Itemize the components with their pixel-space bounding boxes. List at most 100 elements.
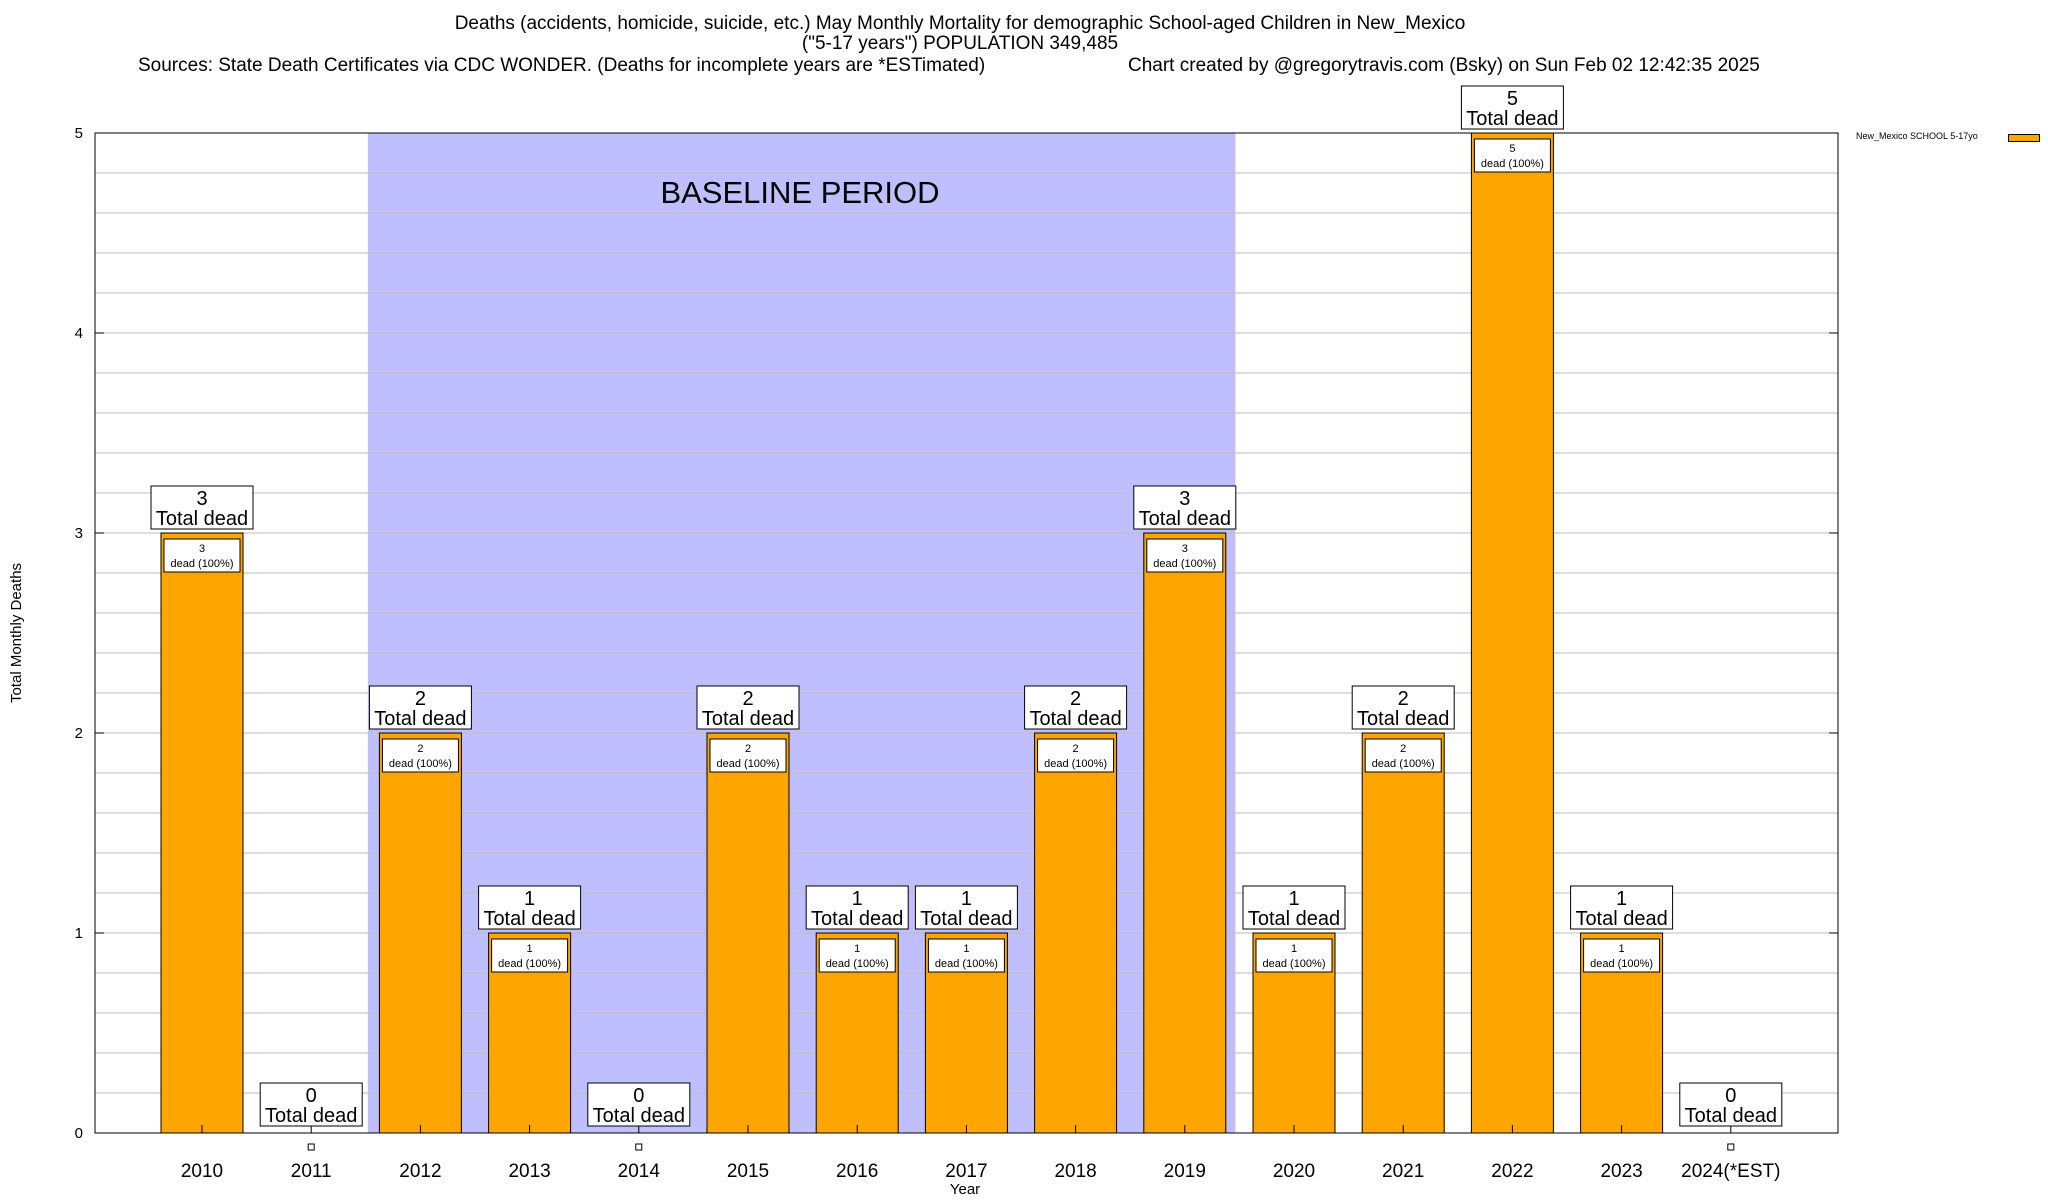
bar xyxy=(1143,532,1227,1134)
bar-inner-label-box xyxy=(1364,738,1442,773)
x-tick-label: 2018 xyxy=(1054,1161,1096,1182)
total-label-box xyxy=(478,885,582,930)
bar-inner-count: 1 xyxy=(1291,943,1297,955)
bar-inner-count: 2 xyxy=(1400,743,1406,755)
credit-note: Chart created by @gregorytravis.com (Bsk… xyxy=(1128,55,1760,76)
x-tick-label: 2020 xyxy=(1273,1161,1315,1182)
total-label-text: Total dead xyxy=(156,508,248,530)
y-tick-label: 1 xyxy=(75,925,83,942)
bar-inner-label: dead (100%) xyxy=(171,558,234,570)
x-tick-label: 2023 xyxy=(1600,1161,1642,1182)
x-tick-label: 2013 xyxy=(508,1161,550,1182)
total-label-box xyxy=(1024,685,1128,730)
total-label-box xyxy=(1679,1082,1783,1127)
total-label-text: Total dead xyxy=(1248,908,1340,930)
total-label-text: Total dead xyxy=(265,1105,357,1127)
bar-inner-count: 1 xyxy=(854,943,860,955)
bar-inner-label: dead (100%) xyxy=(389,758,452,770)
bar-inner-label: dead (100%) xyxy=(1372,758,1435,770)
bar-inner-label: dead (100%) xyxy=(1044,758,1107,770)
total-value: 0 xyxy=(306,1085,317,1107)
total-value: 2 xyxy=(1398,688,1409,710)
bar-inner-label: dead (100%) xyxy=(935,958,998,970)
bar-inner-label-box xyxy=(163,538,241,573)
x-tick-label: 2022 xyxy=(1491,1161,1533,1182)
bar-inner-label: dead (100%) xyxy=(498,958,561,970)
baseline-period-label: BASELINE PERIOD xyxy=(660,175,939,210)
bar-inner-label-box xyxy=(1037,738,1115,773)
bar-inner-label-box xyxy=(1473,138,1551,173)
total-label-text: Total dead xyxy=(1575,908,1667,930)
total-label-text: Total dead xyxy=(593,1105,685,1127)
bar-inner-label-box xyxy=(818,938,896,973)
bar-inner-count: 1 xyxy=(527,943,533,955)
x-tick-label: 2024(*EST) xyxy=(1681,1161,1780,1182)
bar xyxy=(378,732,462,1134)
total-label-box xyxy=(805,885,909,930)
bar-inner-label: dead (100%) xyxy=(1590,958,1653,970)
x-tick-label: 2011 xyxy=(291,1161,332,1182)
x-tick-label: 2015 xyxy=(727,1161,769,1182)
x-tick-label: 2012 xyxy=(399,1161,441,1182)
legend-series-label: New_Mexico SCHOOL 5-17yo xyxy=(1856,131,1978,141)
bar xyxy=(1034,732,1118,1134)
total-label-text: Total dead xyxy=(1139,508,1231,530)
bar-inner-label-box xyxy=(491,938,569,973)
y-tick-label: 5 xyxy=(75,125,83,142)
empty-point-marker xyxy=(1727,1143,1735,1151)
legend-swatch xyxy=(2008,134,2040,142)
bar xyxy=(1361,732,1445,1134)
total-label-text: Total dead xyxy=(1357,708,1449,730)
total-label-box xyxy=(150,485,254,530)
total-label-box xyxy=(696,685,800,730)
total-value: 0 xyxy=(633,1085,644,1107)
y-tick-label: 0 xyxy=(75,1125,83,1142)
chart-subtitle: ("5-17 years") POPULATION 349,485 xyxy=(801,33,1119,54)
bar-inner-label: dead (100%) xyxy=(717,758,780,770)
total-label-box xyxy=(1351,685,1455,730)
total-value: 1 xyxy=(852,888,863,910)
total-label-text: Total dead xyxy=(1029,708,1121,730)
total-label-text: Total dead xyxy=(920,908,1012,930)
x-axis-label: Year xyxy=(950,1181,980,1198)
chart-title: Deaths (accidents, homicide, suicide, et… xyxy=(454,13,1466,34)
bar-inner-label-box xyxy=(381,738,459,773)
bar-inner-label-box xyxy=(1583,938,1661,973)
bar-inner-count: 1 xyxy=(1619,943,1625,955)
bar-inner-label: dead (100%) xyxy=(826,958,889,970)
x-tick-label: 2019 xyxy=(1164,1161,1206,1182)
total-label-box xyxy=(1460,85,1564,130)
bar xyxy=(160,532,244,1134)
total-value: 2 xyxy=(1070,688,1081,710)
total-value: 0 xyxy=(1725,1085,1736,1107)
bar xyxy=(706,732,790,1134)
y-tick-label: 2 xyxy=(75,725,83,742)
total-value: 1 xyxy=(524,888,535,910)
total-label-box xyxy=(1242,885,1346,930)
bar-inner-count: 2 xyxy=(417,743,423,755)
total-label-box xyxy=(1133,485,1237,530)
sources-note: Sources: State Death Certificates via CD… xyxy=(138,55,986,76)
total-value: 3 xyxy=(1179,488,1190,510)
total-label-box xyxy=(259,1082,363,1127)
total-value: 2 xyxy=(742,688,753,710)
bar-inner-count: 3 xyxy=(1182,543,1188,555)
bar-inner-count: 1 xyxy=(963,943,969,955)
total-value: 5 xyxy=(1507,88,1518,110)
y-tick-label: 3 xyxy=(75,525,83,542)
total-label-box xyxy=(1570,885,1674,930)
bar-inner-label-box xyxy=(709,738,787,773)
total-label-text: Total dead xyxy=(811,908,903,930)
total-label-text: Total dead xyxy=(702,708,794,730)
total-value: 2 xyxy=(415,688,426,710)
y-axis-label: Total Monthly Deaths xyxy=(8,563,25,703)
empty-point-marker xyxy=(635,1143,643,1151)
bar-inner-label-box xyxy=(927,938,1005,973)
total-label-box xyxy=(587,1082,691,1127)
bar-inner-count: 2 xyxy=(1073,743,1079,755)
x-tick-label: 2017 xyxy=(945,1161,987,1182)
bar-inner-count: 5 xyxy=(1509,143,1515,155)
x-tick-label: 2021 xyxy=(1382,1161,1424,1182)
total-label-box xyxy=(914,885,1018,930)
